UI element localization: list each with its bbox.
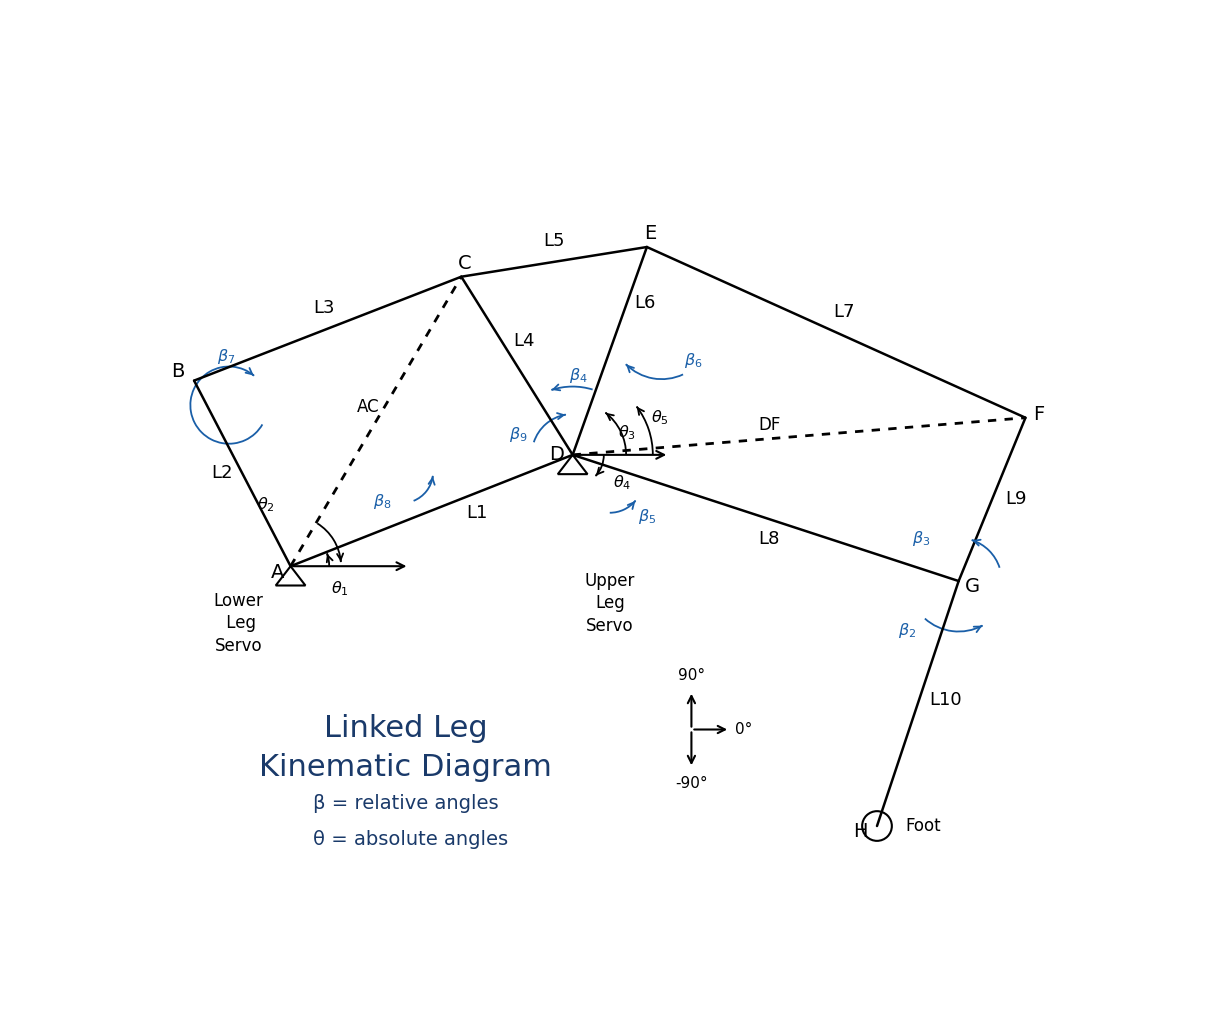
Text: $\theta_2$: $\theta_2$ xyxy=(257,495,275,514)
Text: $\theta_1$: $\theta_1$ xyxy=(331,580,349,598)
Text: L7: L7 xyxy=(832,303,855,320)
Text: L4: L4 xyxy=(514,332,536,350)
Text: Upper
Leg
Servo: Upper Leg Servo xyxy=(585,572,635,634)
Text: D: D xyxy=(549,445,564,465)
Text: DF: DF xyxy=(758,416,781,434)
Text: L10: L10 xyxy=(929,691,962,709)
Text: $\beta_5$: $\beta_5$ xyxy=(638,507,656,526)
Text: L8: L8 xyxy=(759,530,780,547)
Text: E: E xyxy=(645,224,657,243)
Text: Lower
 Leg
Servo: Lower Leg Servo xyxy=(213,592,264,655)
Text: $\theta_3$: $\theta_3$ xyxy=(618,424,636,442)
Text: θ = absolute angles: θ = absolute angles xyxy=(313,829,508,849)
Text: AC: AC xyxy=(357,398,380,415)
Text: $\theta_4$: $\theta_4$ xyxy=(613,473,631,492)
Text: L5: L5 xyxy=(543,232,565,250)
Text: 0°: 0° xyxy=(736,722,753,737)
Text: A: A xyxy=(271,563,284,582)
Text: H: H xyxy=(853,822,868,842)
Text: -90°: -90° xyxy=(676,776,707,790)
Text: L9: L9 xyxy=(1005,491,1026,508)
Text: $\beta_8$: $\beta_8$ xyxy=(373,492,391,511)
Text: Foot: Foot xyxy=(905,817,940,835)
Text: Linked Leg
Kinematic Diagram: Linked Leg Kinematic Diagram xyxy=(259,715,552,782)
Text: L6: L6 xyxy=(635,294,656,312)
Text: B: B xyxy=(172,363,184,381)
Text: G: G xyxy=(965,577,980,596)
Text: $\beta_4$: $\beta_4$ xyxy=(569,366,587,385)
Text: 90°: 90° xyxy=(678,668,705,684)
Text: $\theta_5$: $\theta_5$ xyxy=(651,408,668,427)
Text: $\beta_9$: $\beta_9$ xyxy=(509,426,527,444)
Text: $\beta_7$: $\beta_7$ xyxy=(217,347,235,366)
Text: $\beta_3$: $\beta_3$ xyxy=(912,529,931,549)
Text: L3: L3 xyxy=(313,299,335,317)
Text: β = relative angles: β = relative angles xyxy=(313,794,499,813)
Text: L1: L1 xyxy=(466,504,487,523)
Text: $\beta_2$: $\beta_2$ xyxy=(897,621,916,640)
Text: C: C xyxy=(459,254,472,273)
Text: L2: L2 xyxy=(211,465,232,482)
Text: F: F xyxy=(1034,405,1045,424)
Text: $\beta_6$: $\beta_6$ xyxy=(684,351,702,370)
